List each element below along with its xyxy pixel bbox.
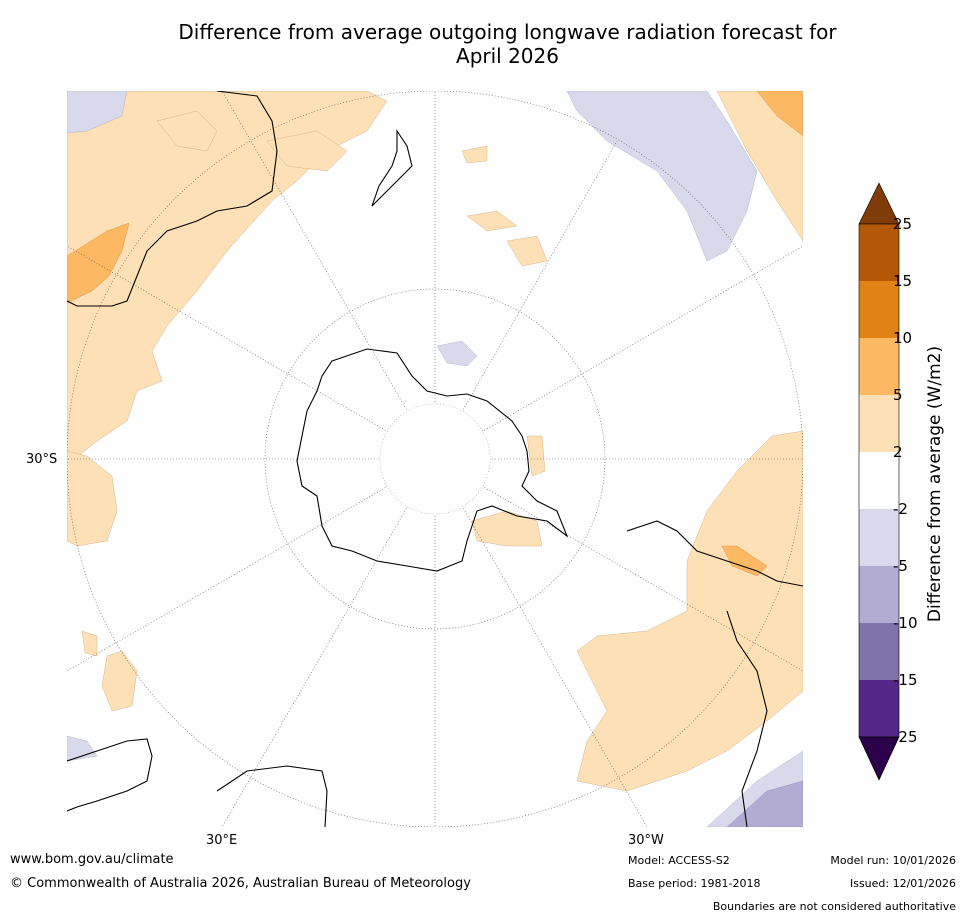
lat-label-30s: 30°S [26, 452, 58, 467]
lon-label-30w: 30°W [628, 833, 664, 848]
anomaly-negative-corner [67, 91, 128, 134]
anomaly-negative-pacific [566, 91, 758, 262]
coastline-new-zealand [371, 129, 413, 207]
colorbar-segment-10-15 [859, 281, 899, 338]
title-line-2: April 2026 [456, 44, 559, 68]
coastline-south-america [626, 520, 803, 587]
colorbar-tick-10: 10 [893, 329, 913, 347]
footer-model-run: Model run: 10/01/2026 [830, 854, 956, 867]
coastline-south-america-2 [726, 610, 768, 827]
polar-map[interactable] [67, 91, 803, 827]
anomaly-positive-west [67, 450, 118, 547]
anomaly-positive-pacific-3 [506, 235, 548, 267]
anomaly-positive-islands-1 [156, 110, 218, 152]
pole-hole [380, 404, 490, 514]
anomaly-positive-peninsula [471, 510, 543, 547]
footer-model: Model: ACCESS-S2 [628, 854, 730, 867]
footer-base-period: Base period: 1981-2018 [628, 877, 761, 890]
colorbar-segment-5-10 [859, 338, 899, 395]
colorbar-segment-m5-m2 [859, 509, 899, 566]
coastline-africa [67, 738, 153, 812]
colorbar-tick-m15: -15 [893, 671, 918, 689]
footer-copyright: © Commonwealth of Australia 2026, Austra… [10, 876, 471, 891]
colorbar-segment-m10-m5 [859, 566, 899, 623]
anomaly-moderate-australia [67, 222, 130, 304]
lon-label-30e: 30°E [206, 833, 238, 848]
map-svg [67, 91, 803, 827]
colorbar-segment-m15-m10 [859, 623, 899, 680]
footer-website-link[interactable]: www.bom.gov.au/climate [10, 852, 174, 867]
anomaly-positive-sw-1 [101, 650, 138, 712]
coastline-australia [67, 91, 278, 307]
anomaly-positive-australia [67, 91, 388, 464]
colorbar-segment-m25-m15 [859, 680, 899, 737]
colorbar-title: Difference from average (W/m2) [925, 345, 945, 623]
colorbar-segment-15-25 [859, 224, 899, 281]
colorbar-tick-5: 5 [893, 386, 903, 404]
anomaly-negative-sw [67, 735, 98, 762]
anomaly-positive-sw-2 [81, 630, 98, 657]
anomaly-moderate-negative-se [726, 780, 803, 827]
colorbar-tick-m10: -10 [893, 614, 918, 632]
coastlines [67, 91, 803, 827]
colorbar-tick-m5: -5 [893, 557, 908, 575]
anomaly-positive-pacific-2 [466, 210, 518, 232]
colorbar-tick-25: 25 [893, 215, 913, 233]
colorbar-segment-2-5 [859, 395, 899, 452]
anomaly-fields [67, 91, 803, 827]
anomaly-positive-peninsula-2 [526, 435, 546, 477]
anomaly-negative-antarctic [436, 340, 478, 367]
chart-title: Difference from average outgoing longwav… [100, 20, 915, 68]
colorbar-tick-m25: -25 [893, 728, 918, 746]
footer-disclaimer: Boundaries are not considered authoritat… [712, 900, 956, 913]
anomaly-positive-south-america [576, 430, 803, 792]
coastline-antarctica [296, 348, 569, 572]
anomaly-positive-pacific-1 [461, 145, 488, 164]
coastline-madagascar [216, 765, 328, 827]
colorbar [858, 182, 900, 781]
anomaly-positive-islands-2 [266, 130, 348, 172]
footer-issued: Issued: 12/01/2026 [849, 877, 956, 890]
colorbar-segment-neutral [859, 452, 899, 509]
colorbar-tick-2: 2 [893, 443, 903, 461]
anomaly-moderate-ne-corner [756, 91, 803, 137]
anomaly-positive-ne-corner [716, 91, 803, 242]
title-line-1: Difference from average outgoing longwav… [178, 20, 837, 44]
colorbar-tick-m2: -2 [893, 500, 908, 518]
colorbar-tick-15: 15 [893, 272, 913, 290]
